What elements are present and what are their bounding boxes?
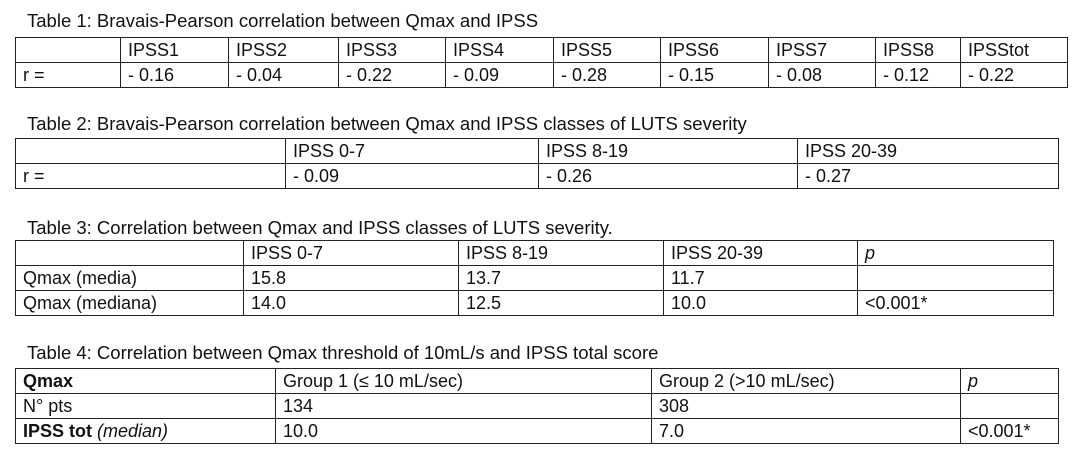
table-row: Qmax (media) 15.8 13.7 11.7	[15, 265, 1054, 291]
table-caption: Table 4: Correlation between Qmax thresh…	[27, 342, 659, 363]
table-cell: IPSS2	[228, 37, 339, 63]
table-cell: - 0.22	[960, 62, 1068, 88]
table-cell: N° pts	[15, 393, 276, 419]
data-table: IPSS 0-7 IPSS 8-19 IPSS 20-39 p Qmax (media)…	[15, 240, 1054, 316]
table-row: N° pts 134 308	[15, 393, 1059, 419]
table-cell: - 0.12	[875, 62, 961, 88]
table-cell: - 0.27	[797, 163, 1059, 189]
table-caption: Table 2: Bravais-Pearson correlation bet…	[27, 113, 747, 134]
table-cell: 14.0	[243, 290, 459, 316]
table-cell: IPSS5	[553, 37, 661, 63]
table-cell: 10.0	[663, 290, 858, 316]
table-cell: r =	[15, 163, 286, 189]
table-cell: 7.0	[651, 418, 961, 444]
table-cell: IPSS 8-19	[458, 240, 664, 266]
table-cell	[15, 138, 286, 164]
table-cell: IPSS 20-39	[797, 138, 1059, 164]
table-cell: IPSS 0-7	[243, 240, 459, 266]
table-row: IPSS tot (median) 10.0 7.0 <0.001*	[15, 418, 1059, 444]
table-cell: IPSS tot (median)	[15, 418, 276, 444]
table-row: IPSS 0-7 IPSS 8-19 IPSS 20-39	[15, 138, 1059, 164]
table-cell: Group 1 (≤ 10 mL/sec)	[275, 368, 652, 394]
cell-label: IPSS tot	[23, 421, 93, 441]
table-row: r = - 0.09- 0.26- 0.27	[15, 163, 1059, 189]
table-row: r = - 0.16- 0.04- 0.22- 0.09- 0.28- 0.15-…	[15, 62, 1068, 88]
table-cell: 13.7	[458, 265, 664, 291]
table-cell: Qmax (media)	[15, 265, 244, 291]
table-cell: - 0.04	[228, 62, 339, 88]
table-caption: Table 1: Bravais-Pearson correlation bet…	[27, 10, 539, 31]
data-table: IPSS 0-7 IPSS 8-19 IPSS 20-39 r = - 0.09- 0.…	[15, 138, 1059, 189]
data-table: IPSS1 IPSS2 IPSS3 IPSS4 IPSS5 IPSS6 IPSS7 IPSS8…	[15, 37, 1068, 88]
table-cell: - 0.09	[445, 62, 554, 88]
table-cell	[15, 37, 121, 63]
table-cell: - 0.16	[120, 62, 229, 88]
table-cell: IPSS4	[445, 37, 554, 63]
table-cell: p	[960, 368, 1059, 394]
table-cell: p	[857, 240, 1054, 266]
table-cell: - 0.08	[768, 62, 876, 88]
table-cell: IPSS 20-39	[663, 240, 858, 266]
table-row: Qmax (mediana) 14.0 12.5 10.0 <0.001*	[15, 290, 1054, 316]
table-cell: - 0.09	[285, 163, 539, 189]
table-cell: <0.001*	[960, 418, 1059, 444]
table-cell	[960, 393, 1059, 419]
cell-qualifier: (median)	[97, 421, 169, 441]
table-cell	[15, 240, 244, 266]
table-row: IPSS1 IPSS2 IPSS3 IPSS4 IPSS5 IPSS6 IPSS7 IPSS8…	[15, 37, 1068, 63]
table-cell: Qmax	[15, 368, 276, 394]
table-cell: - 0.15	[660, 62, 769, 88]
table-cell: IPSS 8-19	[538, 138, 798, 164]
table-cell: 12.5	[458, 290, 664, 316]
table-cell: - 0.26	[538, 163, 798, 189]
data-table: Qmax Group 1 (≤ 10 mL/sec) Group 2 (>10 mL…	[15, 368, 1059, 444]
table-row: Qmax Group 1 (≤ 10 mL/sec) Group 2 (>10 mL…	[15, 368, 1059, 394]
table-row: IPSS 0-7 IPSS 8-19 IPSS 20-39 p	[15, 240, 1054, 266]
table-cell: IPSS1	[120, 37, 229, 63]
table-cell: - 0.22	[338, 62, 446, 88]
table-cell: Group 2 (>10 mL/sec)	[651, 368, 961, 394]
table-cell: IPSS3	[338, 37, 446, 63]
table-cell: IPSS7	[768, 37, 876, 63]
table-cell: <0.001*	[857, 290, 1054, 316]
table-cell: IPSStot	[960, 37, 1068, 63]
table-caption: Table 3: Correlation between Qmax and IP…	[27, 217, 613, 238]
table-cell: IPSS8	[875, 37, 961, 63]
table-cell: IPSS6	[660, 37, 769, 63]
table-cell: 308	[651, 393, 961, 419]
table-cell: 11.7	[663, 265, 858, 291]
table-cell: IPSS 0-7	[285, 138, 539, 164]
table-cell: 134	[275, 393, 652, 419]
table-cell: Qmax (mediana)	[15, 290, 244, 316]
table-cell: - 0.28	[553, 62, 661, 88]
table-cell	[857, 265, 1054, 291]
table-cell: 15.8	[243, 265, 459, 291]
table-cell: 10.0	[275, 418, 652, 444]
table-cell: r =	[15, 62, 121, 88]
